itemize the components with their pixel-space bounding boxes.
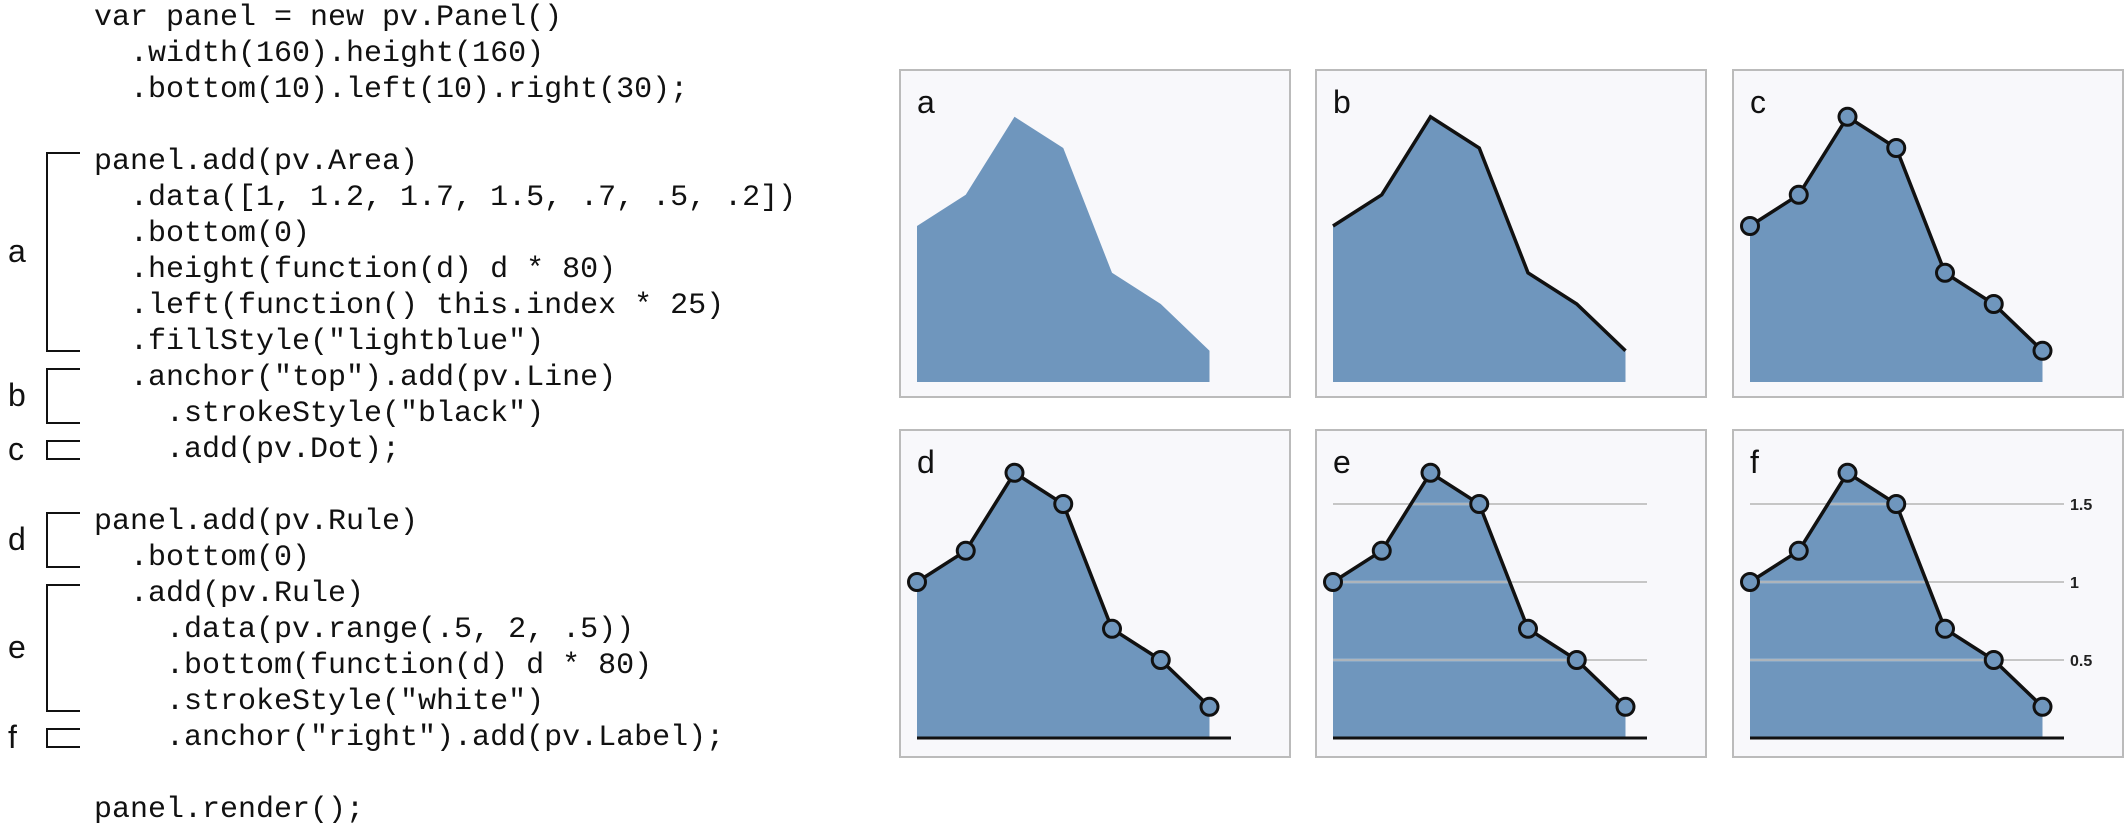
dot-mark <box>907 572 927 592</box>
dot-mark <box>2032 340 2053 361</box>
dot-mark <box>1935 618 1955 639</box>
area-mark <box>1333 472 1626 738</box>
area-mark <box>1750 472 2043 738</box>
dot-mark <box>955 540 976 561</box>
dot-mark <box>1053 494 1074 514</box>
code-line: .add(pv.Dot); <box>94 433 401 467</box>
code-line: panel.render(); <box>94 793 365 827</box>
code-line: .left(function() this.index * 25) <box>94 289 725 323</box>
bracket-label: a <box>8 233 26 269</box>
bracket-label: b <box>8 377 26 413</box>
bracket-f <box>46 728 80 748</box>
code-line: .bottom(function(d) d * 80) <box>94 649 653 683</box>
dot-mark <box>1518 618 1538 639</box>
dot-mark <box>1935 262 1955 283</box>
bracket-e <box>46 584 80 712</box>
dot-mark <box>1615 696 1636 717</box>
panel-a: a <box>899 69 1291 398</box>
code-line: panel.add(pv.Rule) <box>94 505 419 539</box>
bracket-b <box>46 368 80 424</box>
dot-mark <box>2032 696 2053 717</box>
code-line: .add(pv.Rule) <box>94 577 365 611</box>
dot-mark <box>1837 106 1858 127</box>
code-line: .bottom(0) <box>94 541 311 575</box>
code-line: .data(pv.range(.5, 2, .5)) <box>94 613 635 647</box>
code-line: .strokeStyle("white") <box>94 685 545 719</box>
panel-label: b <box>1333 84 1351 120</box>
dot-mark <box>1788 540 1809 561</box>
code-line: .fillStyle("lightblue") <box>94 325 545 359</box>
dot-mark <box>1788 184 1809 205</box>
dot-mark <box>1371 540 1392 561</box>
dot-mark <box>1983 650 2004 670</box>
dot-mark <box>1004 462 1025 483</box>
code-line: var panel = new pv.Panel() <box>94 1 563 35</box>
code-line: .bottom(10).left(10).right(30); <box>94 73 689 107</box>
panel-d: d <box>899 429 1291 758</box>
code-line: .anchor("right").add(pv.Label); <box>94 721 725 755</box>
rule-label: 1 <box>2070 575 2079 592</box>
bracket-label: e <box>8 629 26 665</box>
bracket-label: d <box>8 521 26 557</box>
dot-mark <box>1837 462 1858 483</box>
area-mark <box>1750 116 2043 383</box>
dot-mark <box>1102 618 1122 639</box>
panel-b: b <box>1315 69 1707 398</box>
panel-label: f <box>1750 444 1759 480</box>
rule-label: 1.5 <box>2070 497 2092 514</box>
bracket-label: f <box>8 719 17 755</box>
dot-mark <box>1323 572 1343 592</box>
bracket-label: c <box>8 431 24 467</box>
code-line: panel.add(pv.Area) <box>94 145 419 179</box>
dot-mark <box>1983 294 2004 314</box>
area-mark <box>1333 116 1626 383</box>
line-mark <box>1332 114 1627 353</box>
code-line: .anchor("top").add(pv.Line) <box>94 361 617 395</box>
panel-f: f 0.5 1 1.5 <box>1732 429 2124 758</box>
bracket-d <box>46 512 80 568</box>
panel-label: a <box>917 84 935 120</box>
code-line: .height(function(d) d * 80) <box>94 253 617 287</box>
code-line: .width(160).height(160) <box>94 37 545 71</box>
bracket-a <box>46 152 80 352</box>
rule-label: 0.5 <box>2070 653 2092 670</box>
dot-mark <box>1886 138 1907 158</box>
area-mark <box>917 472 1210 738</box>
dot-mark <box>1740 572 1760 592</box>
panel-label: e <box>1333 444 1351 480</box>
dot-mark <box>1886 494 1907 514</box>
bracket-c <box>46 440 80 460</box>
panel-e: e <box>1315 429 1707 758</box>
dot-mark <box>1469 494 1490 514</box>
dot-mark <box>1566 650 1587 670</box>
panel-c: c <box>1732 69 2124 398</box>
area-mark <box>917 116 1210 383</box>
dot-mark <box>1199 696 1220 717</box>
dot-mark <box>1420 462 1441 483</box>
panel-label: d <box>917 444 935 480</box>
dot-mark <box>1740 216 1760 236</box>
panel-label: c <box>1750 84 1766 120</box>
code-line: .data([1, 1.2, 1.7, 1.5, .7, .5, .2]) <box>94 181 797 215</box>
dot-mark <box>1150 650 1171 670</box>
code-line: .strokeStyle("black") <box>94 397 545 431</box>
code-line: .bottom(0) <box>94 217 311 251</box>
